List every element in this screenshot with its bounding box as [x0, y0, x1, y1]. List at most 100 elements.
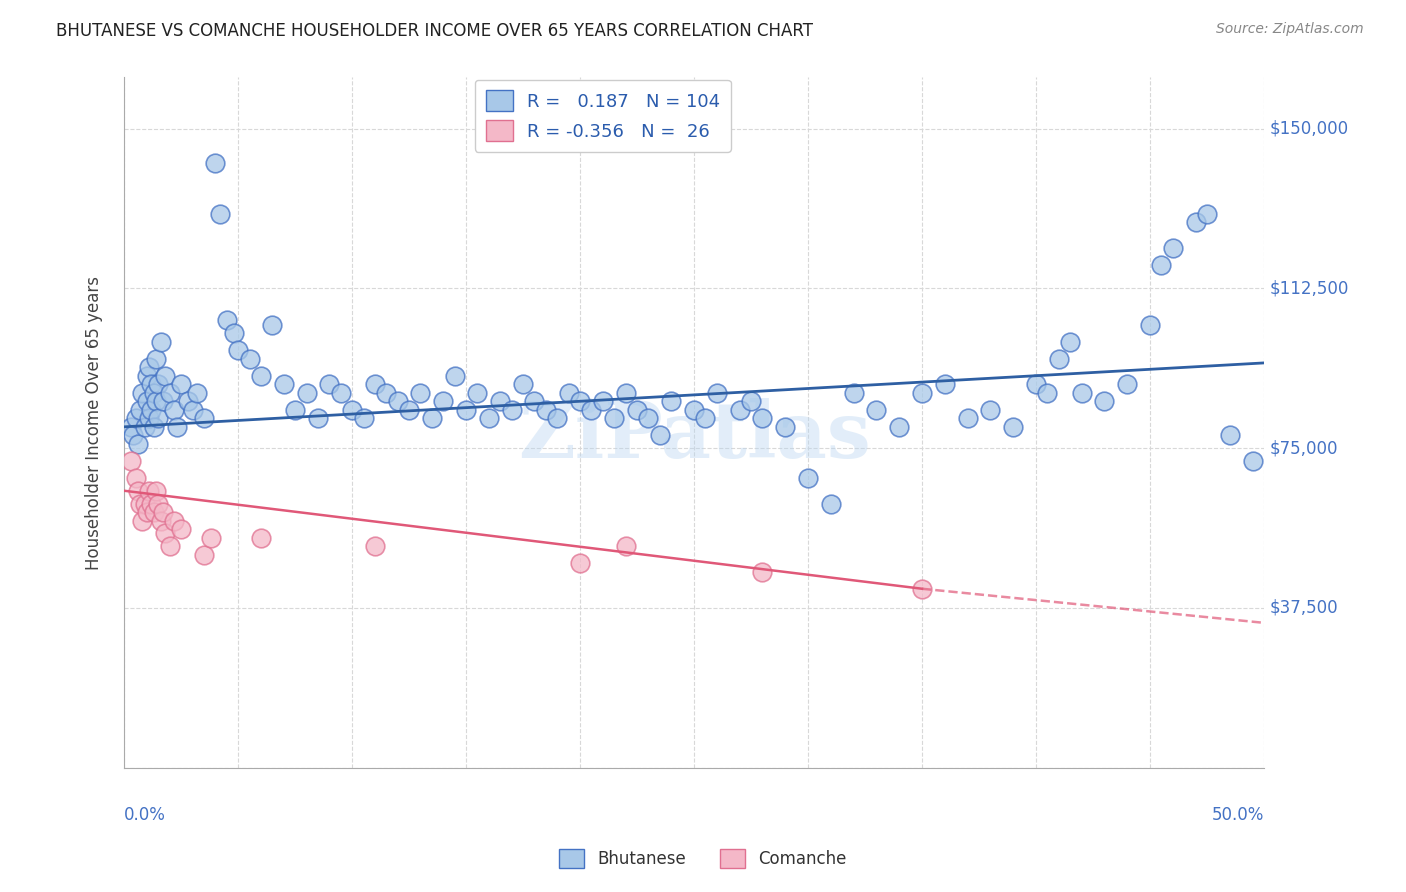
- Point: [149, 514, 172, 528]
- Point: [820, 496, 842, 510]
- Point: [911, 582, 934, 596]
- Point: [134, 496, 156, 510]
- Point: [215, 313, 238, 327]
- Point: [614, 539, 637, 553]
- Point: [1150, 258, 1173, 272]
- Point: [751, 411, 773, 425]
- Point: [364, 377, 387, 392]
- Point: [120, 420, 142, 434]
- Point: [295, 385, 318, 400]
- Point: [1094, 394, 1116, 409]
- Point: [706, 385, 728, 400]
- Point: [1139, 318, 1161, 332]
- Point: [934, 377, 956, 392]
- Point: [131, 514, 153, 528]
- Legend: R =   0.187   N = 104, R = -0.356   N =  26: R = 0.187 N = 104, R = -0.356 N = 26: [475, 79, 731, 152]
- Point: [329, 385, 352, 400]
- Point: [489, 394, 512, 409]
- Point: [307, 411, 329, 425]
- Point: [648, 428, 671, 442]
- Point: [683, 402, 706, 417]
- Point: [131, 385, 153, 400]
- Point: [138, 411, 160, 425]
- Point: [163, 514, 186, 528]
- Point: [134, 420, 156, 434]
- Point: [141, 496, 163, 510]
- Y-axis label: Householder Income Over 65 years: Householder Income Over 65 years: [86, 276, 103, 570]
- Point: [1059, 334, 1081, 349]
- Point: [238, 351, 260, 366]
- Point: [592, 394, 614, 409]
- Point: [153, 368, 176, 383]
- Point: [740, 394, 762, 409]
- Point: [166, 420, 188, 434]
- Point: [956, 411, 979, 425]
- Point: [775, 420, 797, 434]
- Text: ZiPatlas: ZiPatlas: [517, 399, 870, 475]
- Point: [728, 402, 751, 417]
- Point: [127, 437, 149, 451]
- Text: 0.0%: 0.0%: [124, 805, 166, 823]
- Point: [1002, 420, 1025, 434]
- Point: [353, 411, 375, 425]
- Point: [136, 368, 159, 383]
- Point: [226, 343, 249, 358]
- Point: [1025, 377, 1047, 392]
- Point: [534, 402, 557, 417]
- Text: BHUTANESE VS COMANCHE HOUSEHOLDER INCOME OVER 65 YEARS CORRELATION CHART: BHUTANESE VS COMANCHE HOUSEHOLDER INCOME…: [56, 22, 813, 40]
- Point: [614, 385, 637, 400]
- Point: [456, 402, 478, 417]
- Point: [153, 526, 176, 541]
- Point: [557, 385, 579, 400]
- Point: [364, 539, 387, 553]
- Point: [152, 394, 174, 409]
- Point: [523, 394, 546, 409]
- Point: [375, 385, 398, 400]
- Point: [120, 454, 142, 468]
- Point: [170, 522, 193, 536]
- Point: [1219, 428, 1241, 442]
- Point: [581, 402, 603, 417]
- Text: $75,000: $75,000: [1270, 439, 1339, 457]
- Point: [387, 394, 409, 409]
- Point: [398, 402, 420, 417]
- Point: [142, 420, 165, 434]
- Point: [142, 385, 165, 400]
- Point: [284, 402, 307, 417]
- Point: [208, 207, 231, 221]
- Point: [637, 411, 659, 425]
- Point: [124, 411, 146, 425]
- Point: [177, 394, 200, 409]
- Point: [911, 385, 934, 400]
- Point: [152, 505, 174, 519]
- Point: [1036, 385, 1059, 400]
- Point: [797, 471, 820, 485]
- Point: [148, 411, 170, 425]
- Point: [273, 377, 295, 392]
- Point: [145, 483, 167, 498]
- Point: [889, 420, 911, 434]
- Point: [318, 377, 340, 392]
- Point: [1116, 377, 1139, 392]
- Point: [1241, 454, 1264, 468]
- Point: [186, 385, 208, 400]
- Point: [141, 402, 163, 417]
- Point: [1047, 351, 1070, 366]
- Point: [1161, 241, 1184, 255]
- Point: [569, 556, 592, 570]
- Point: [193, 548, 215, 562]
- Point: [626, 402, 648, 417]
- Point: [478, 411, 501, 425]
- Point: [145, 351, 167, 366]
- Legend: Bhutanese, Comanche: Bhutanese, Comanche: [553, 842, 853, 875]
- Point: [751, 565, 773, 579]
- Point: [501, 402, 523, 417]
- Point: [659, 394, 682, 409]
- Point: [181, 402, 204, 417]
- Point: [124, 471, 146, 485]
- Point: [546, 411, 568, 425]
- Point: [148, 496, 170, 510]
- Point: [170, 377, 193, 392]
- Point: [569, 394, 592, 409]
- Point: [136, 505, 159, 519]
